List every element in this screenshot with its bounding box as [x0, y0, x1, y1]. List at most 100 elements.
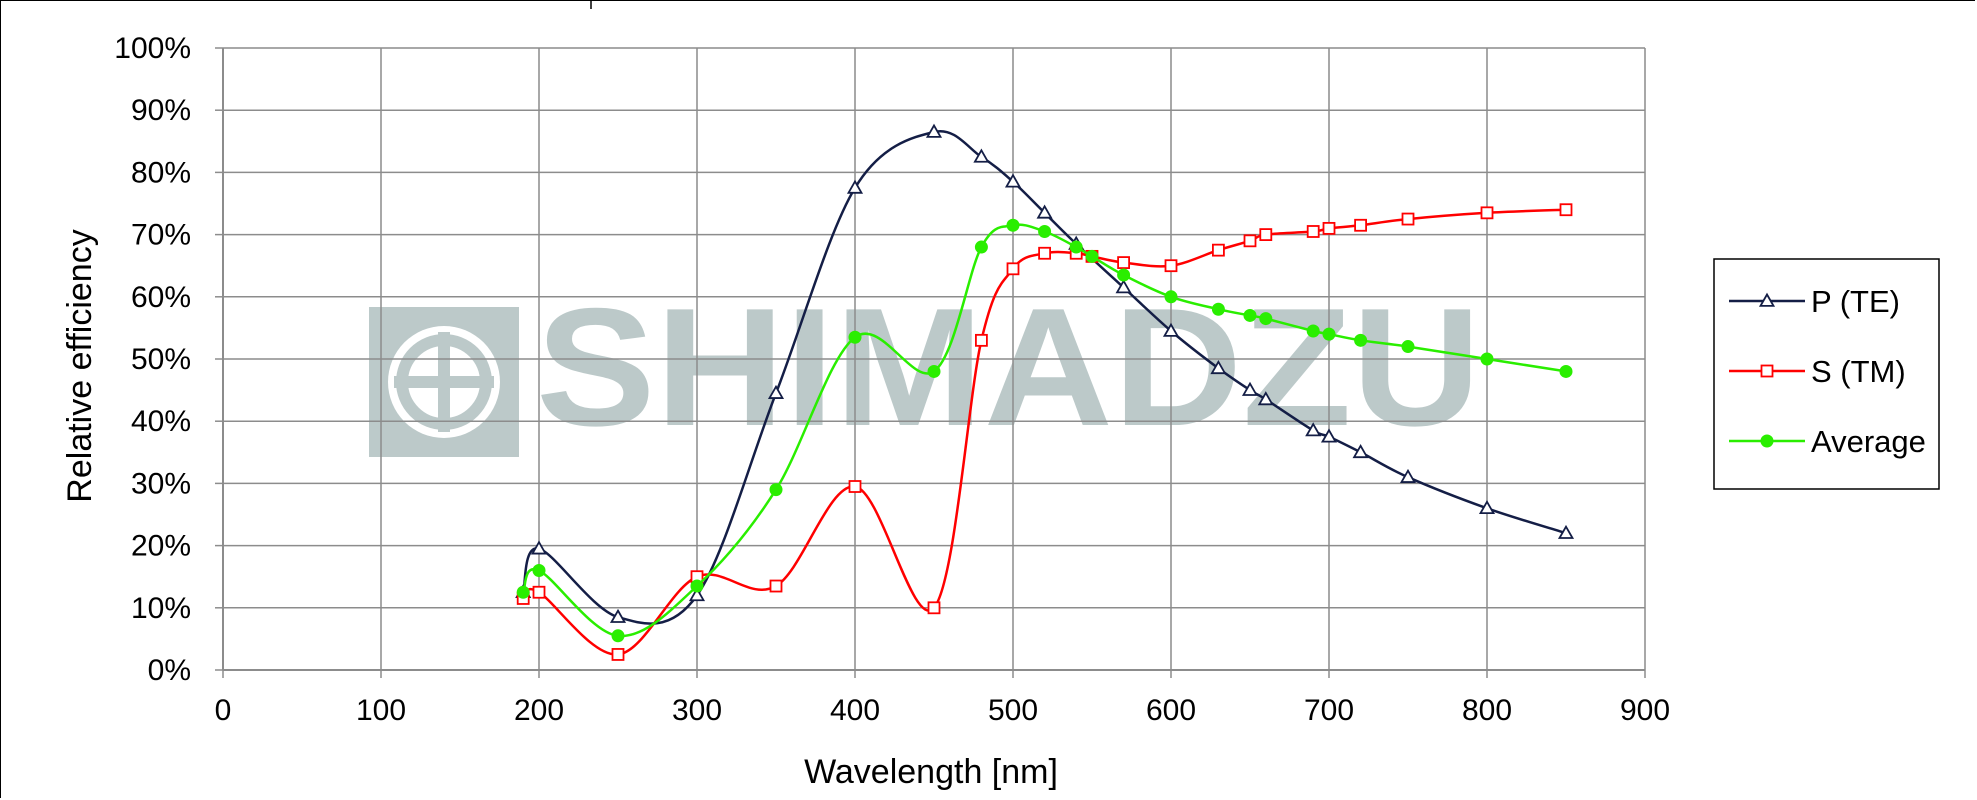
data-point — [927, 601, 941, 615]
y-tick-label: 0% — [148, 654, 191, 687]
data-point — [1164, 259, 1178, 273]
data-point — [611, 629, 625, 643]
data-point — [1162, 322, 1180, 337]
data-point — [1259, 312, 1273, 326]
x-tick-label: 200 — [514, 694, 564, 727]
data-point — [975, 333, 988, 347]
legend-marker — [1758, 292, 1776, 307]
data-point — [1036, 204, 1053, 219]
axes: 0% 10% 20% 30% 40% 50% 60% 70% 80% 90% 100% 0 100 200… — [114, 32, 1670, 727]
data-point — [1480, 352, 1494, 366]
data-point — [1117, 256, 1130, 269]
data-point — [846, 179, 864, 194]
data-point — [1006, 262, 1020, 276]
x-tick-label: 800 — [1462, 694, 1512, 727]
data-point — [1212, 243, 1225, 257]
data-point — [1038, 246, 1051, 260]
data-point — [532, 585, 546, 599]
data-point — [1559, 203, 1573, 217]
y-tick-label: 90% — [131, 94, 191, 127]
data-point — [1259, 228, 1273, 242]
data-point — [1322, 221, 1336, 235]
data-point — [769, 483, 783, 497]
data-point — [1115, 279, 1132, 294]
data-point — [1559, 364, 1573, 378]
data-point — [767, 384, 785, 399]
legend-label: S (TM) — [1811, 354, 1906, 389]
data-point — [1320, 428, 1338, 443]
data-point — [532, 563, 546, 577]
data-point — [1401, 212, 1415, 226]
data-point — [530, 540, 548, 555]
x-tick-label: 700 — [1304, 694, 1354, 727]
data-point — [1243, 234, 1257, 248]
data-point — [1354, 333, 1368, 347]
x-tick-label: 500 — [988, 694, 1038, 727]
watermark-text: SHIMADZU — [536, 273, 1481, 461]
y-tick-label: 30% — [131, 467, 191, 500]
data-point — [1306, 225, 1320, 238]
data-point — [1305, 422, 1322, 437]
legend-box — [1713, 258, 1940, 490]
y-tick-label: 50% — [131, 343, 191, 376]
data-point — [1006, 218, 1020, 232]
shimadzu-watermark: SHIMADZU — [369, 273, 1481, 461]
data-point — [609, 608, 627, 623]
legend: P (TE) S (TM) Average — [1713, 258, 1940, 490]
data-point — [1069, 240, 1083, 254]
data-point — [690, 579, 704, 593]
data-point — [848, 480, 862, 493]
y-tick-label: 60% — [131, 281, 191, 314]
data-point — [1038, 224, 1052, 238]
data-point — [925, 123, 943, 138]
data-point — [1257, 391, 1274, 406]
y-axis-title: Relative efficiency — [61, 229, 99, 502]
data-point — [1004, 173, 1022, 188]
data-point — [611, 648, 625, 661]
data-point — [1399, 468, 1417, 483]
y-tick-label: 70% — [131, 219, 191, 252]
data-point — [973, 148, 990, 163]
data-point — [1401, 340, 1415, 354]
data-point — [974, 240, 988, 254]
x-tick-label: 300 — [672, 694, 722, 727]
data-point — [1211, 302, 1225, 316]
y-tick-label: 10% — [131, 592, 191, 625]
series-3 — [516, 218, 1573, 643]
watermark-logo-v-bar — [438, 332, 450, 432]
x-tick-label: 100 — [356, 694, 406, 727]
y-tick-label: 80% — [131, 156, 191, 189]
data-point — [769, 579, 783, 593]
y-tick-label: 100% — [114, 32, 191, 65]
x-tick-label: 0 — [215, 694, 232, 727]
data-point — [927, 364, 941, 378]
legend-label: Average — [1811, 424, 1926, 459]
y-tick-label: 40% — [131, 405, 191, 438]
data-point — [1352, 443, 1369, 459]
series-layer — [515, 123, 1575, 661]
data-point — [1480, 206, 1494, 220]
data-point — [1164, 290, 1178, 304]
data-point — [848, 330, 862, 344]
x-tick-label: 600 — [1146, 694, 1196, 727]
x-axis-title: Wavelength [nm] — [804, 753, 1058, 791]
data-point — [1354, 218, 1367, 232]
legend-marker — [1760, 434, 1774, 448]
legend-label: P (TE) — [1811, 284, 1900, 319]
data-point — [1085, 249, 1099, 263]
data-point — [1210, 360, 1227, 375]
data-point — [1478, 499, 1496, 515]
data-point — [1322, 327, 1336, 341]
data-point — [1117, 268, 1131, 282]
legend-marker — [1760, 364, 1774, 378]
x-tick-label: 400 — [830, 694, 880, 727]
x-tick-label: 900 — [1620, 694, 1670, 727]
data-point — [1306, 324, 1320, 338]
data-point — [516, 585, 530, 599]
data-point — [1557, 524, 1575, 539]
data-point — [1243, 308, 1257, 322]
y-tick-label: 20% — [131, 530, 191, 563]
